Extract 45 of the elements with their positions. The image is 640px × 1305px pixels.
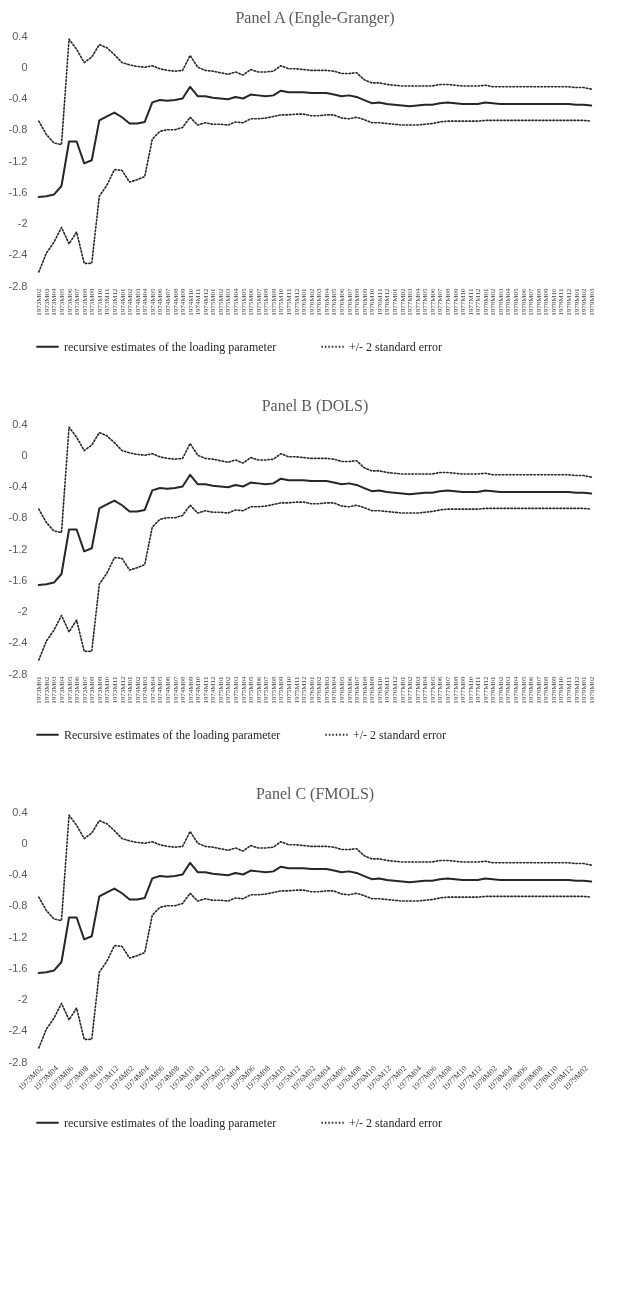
y-tick-label: -1.6 [8,961,28,974]
y-tick-label: 0 [21,60,28,73]
chart-title: Panel A (Engle-Granger) [235,9,395,27]
y-tick-label: -0.8 [8,511,28,524]
y-tick-label: 0.4 [12,29,28,42]
line-series [37,501,593,661]
line-series [37,85,593,198]
line-series [37,113,593,273]
line-series [37,38,593,146]
y-tick-label: -2 [17,993,28,1005]
line-series [37,473,593,586]
line-series [37,861,593,974]
y-tick-label: -1.2 [8,154,28,167]
line-series [37,426,593,534]
chart-title: Panel B (DOLS) [261,397,369,415]
y-tick-label: -1.2 [8,542,28,555]
y-tick-label: -0.4 [8,480,28,492]
y-tick-label: 0 [21,836,28,849]
y-tick-label: -2 [17,605,28,617]
y-tick-label: -2.4 [8,248,28,261]
y-tick-label: -2.4 [8,1024,28,1037]
y-tick-label: -2.4 [8,636,28,649]
line-series [37,814,593,922]
y-tick-label: -1.2 [8,930,28,943]
y-tick-label: -2.8 [8,1055,28,1068]
y-tick-label: -0.4 [8,868,28,880]
y-tick-label: -1.6 [8,185,28,198]
legend-label: recursive estimates of the loading parameter [64,1115,277,1130]
y-tick-label: -0.8 [8,123,28,136]
legend-label: +/- 2 standard error [353,727,447,742]
legend-label: Recursive estimates of the loading parameter [64,727,281,742]
line-series [37,889,593,1049]
legend-label: +/- 2 standard error [349,1115,443,1130]
chart-title: Panel C (FMOLS) [255,785,375,803]
y-tick-label: -0.8 [8,899,28,912]
y-tick-label: -2.8 [8,667,28,680]
y-tick-label: 0.4 [12,805,28,818]
legend-label: recursive estimates of the loading parameter [64,339,277,354]
y-tick-label: -0.4 [8,92,28,104]
legend-label: +/- 2 standard error [349,339,443,354]
y-tick-label: -2 [17,217,28,229]
y-tick-label: -1.6 [8,573,28,586]
y-tick-label: -2.8 [8,279,28,292]
y-tick-label: 0 [21,448,28,461]
y-tick-label: 0.4 [12,417,28,430]
